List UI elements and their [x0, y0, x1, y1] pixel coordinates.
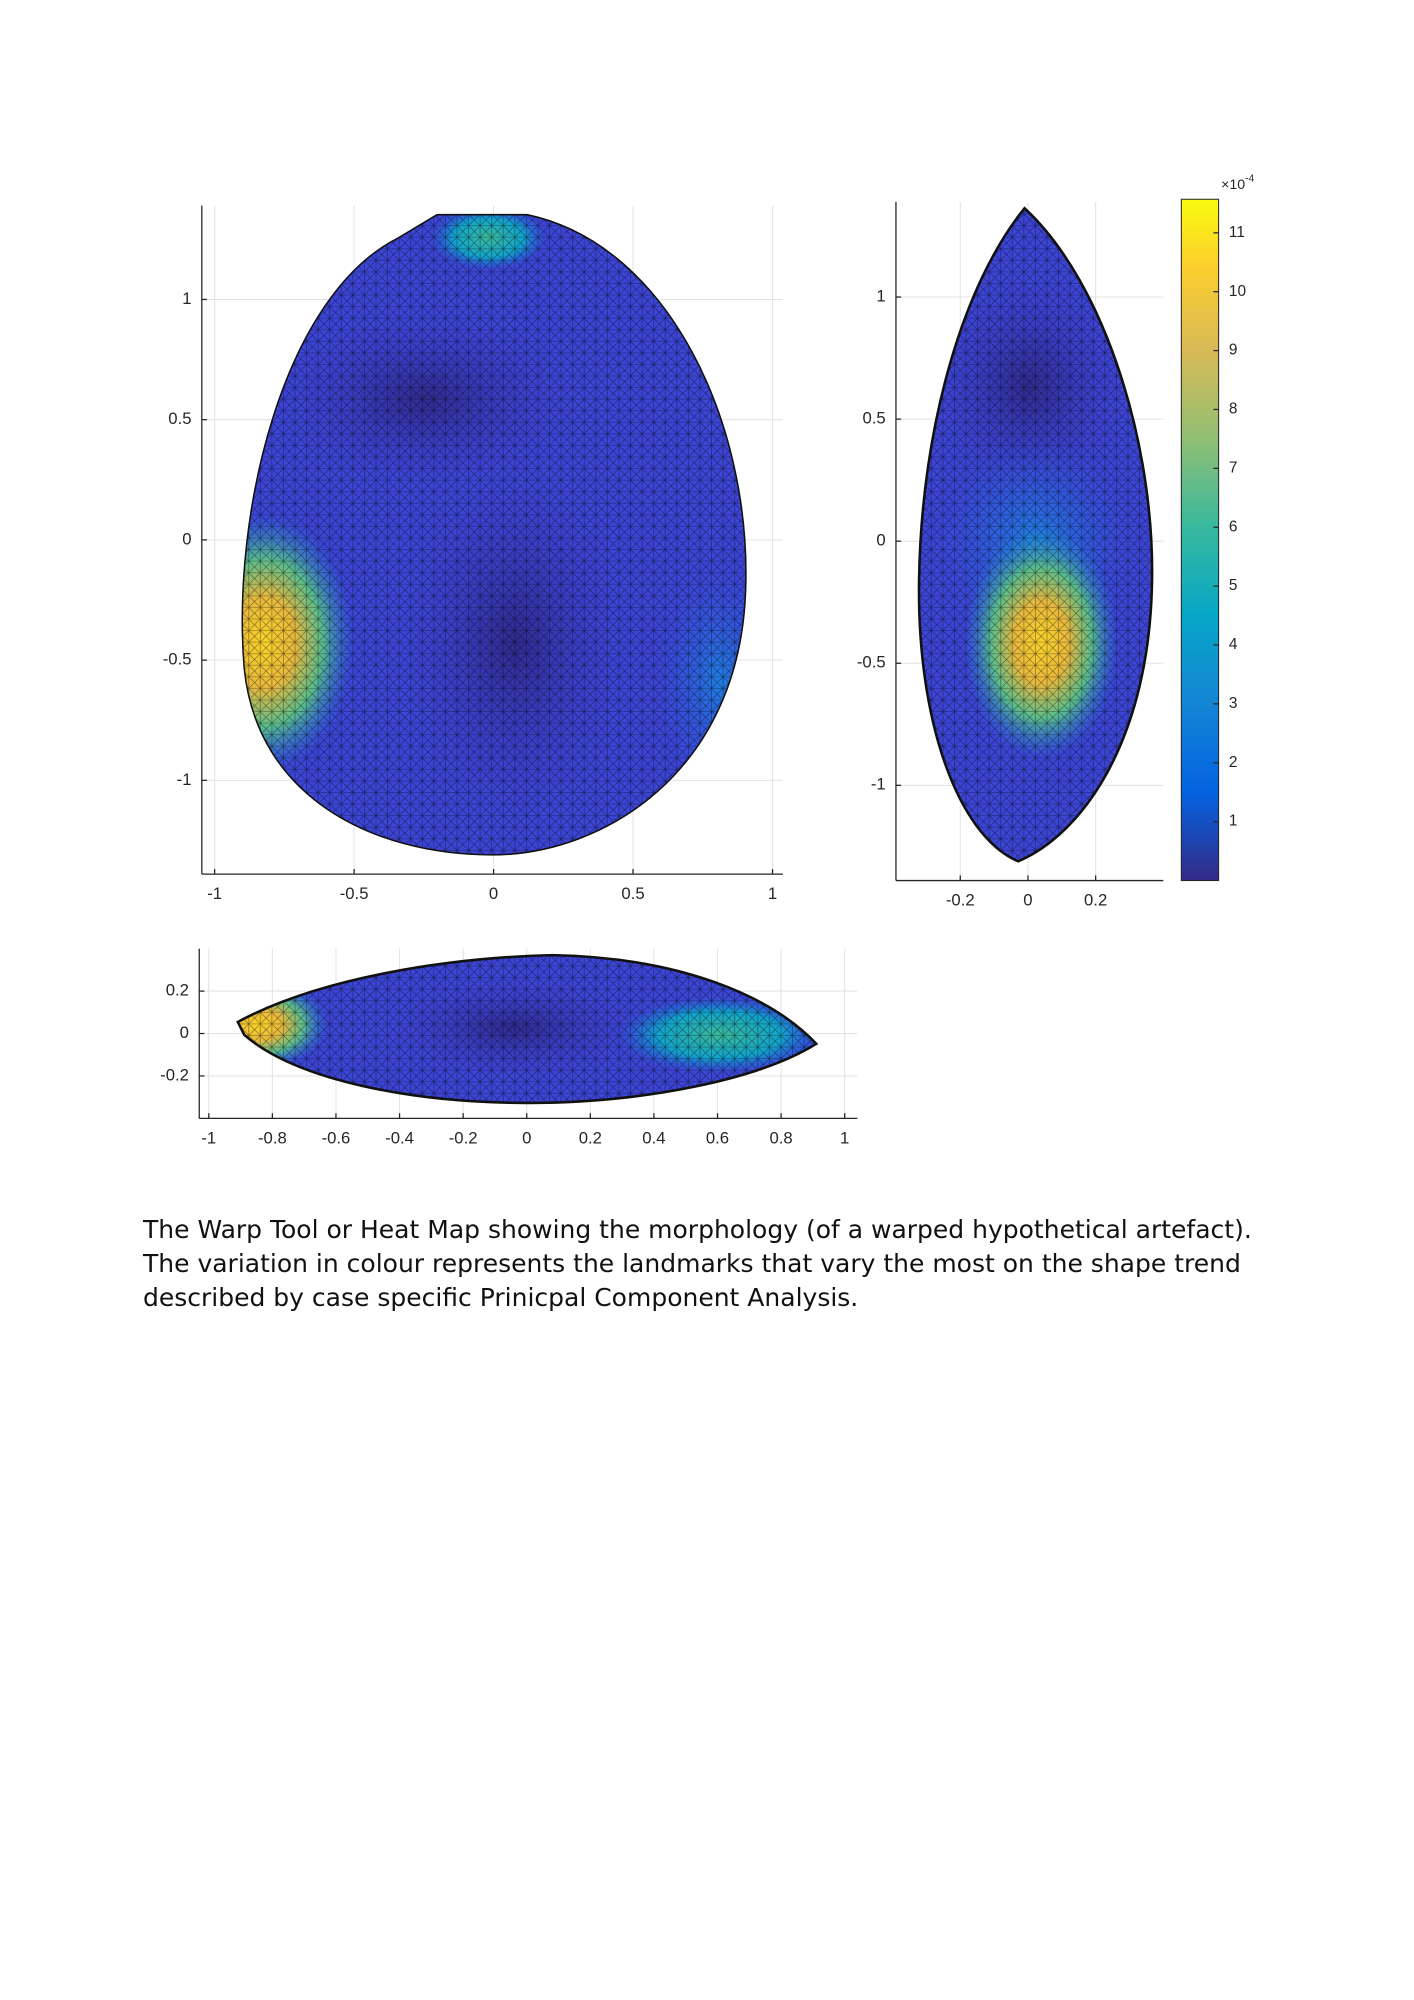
x-tick-label: -0.4	[385, 1128, 414, 1147]
x-tick-label: 0.2	[1084, 891, 1107, 910]
caption-line: The variation in colour represents the l…	[143, 1249, 1241, 1278]
x-tick-label: 0.2	[579, 1128, 602, 1147]
x-tick-label: 1	[768, 884, 777, 903]
colorbar-tick-label: 4	[1229, 636, 1238, 653]
x-tick-label: -0.2	[449, 1128, 478, 1147]
mesh-lines	[242, 214, 746, 855]
y-tick-label: 1	[876, 286, 885, 305]
y-tick-label: -1	[177, 770, 192, 789]
mesh-lines	[918, 208, 1153, 862]
colorbar-tick-label: 8	[1229, 401, 1238, 418]
axes: -1 -0.5 0 0.5 1 -1 -0.5 0 0.5 1 -0.2 0 0.2 -1 -0.5 0 0.5…	[160, 201, 1246, 1147]
y-tick-label: -0.2	[160, 1065, 189, 1084]
colorbar-tick-label: 1	[1229, 813, 1238, 830]
colorbar-tick-label: 9	[1229, 342, 1238, 359]
x-tick-label: -0.5	[340, 884, 369, 903]
mesh-outline	[241, 213, 747, 856]
colorbar-tick-label: 2	[1229, 754, 1238, 771]
y-tick-label: 0.5	[862, 409, 885, 428]
y-tick-label: 0	[182, 529, 191, 548]
y-tick-label: 0.5	[168, 409, 191, 428]
x-tick-label: 1	[840, 1128, 849, 1147]
colorbar-tick-label: 10	[1229, 283, 1246, 300]
x-tick-label: 0.6	[706, 1128, 729, 1147]
colorbar-tick-label: 7	[1229, 459, 1238, 476]
x-tick-label: -1	[201, 1128, 216, 1147]
mesh-outline	[917, 206, 1154, 863]
x-tick-label: -0.2	[946, 891, 975, 910]
y-tick-label: -0.5	[857, 653, 886, 672]
mesh-lines	[237, 955, 817, 1103]
y-tick-label: 0.2	[166, 981, 189, 1000]
multiplier-exponent: -4	[1245, 173, 1254, 184]
x-tick-label: 0.8	[769, 1128, 792, 1147]
x-tick-label: -0.6	[322, 1128, 351, 1147]
y-tick-label: 1	[182, 289, 191, 308]
x-tick-label: 0.4	[642, 1128, 665, 1147]
caption-line: described by case specific Prinicpal Com…	[143, 1283, 859, 1312]
colorbar-tick-label: 5	[1229, 577, 1238, 594]
mesh-side-view	[918, 208, 1153, 862]
y-tick-label: -0.5	[163, 650, 192, 669]
x-tick-label: -1	[207, 884, 222, 903]
y-tick-label: 0	[876, 531, 885, 550]
colorbar	[1180, 198, 1220, 882]
colorbar-tick-label: 11	[1229, 224, 1245, 241]
y-tick-label: 0	[180, 1023, 189, 1042]
x-tick-label: -0.8	[258, 1128, 287, 1147]
multiplier-base: ×10	[1221, 176, 1245, 192]
x-tick-label: 0.5	[621, 884, 644, 903]
x-tick-label: 0	[489, 884, 498, 903]
colorbar-tick-label: 3	[1229, 695, 1238, 712]
caption: The Warp Tool or Heat Map showing the mo…	[143, 1213, 1252, 1315]
figure: ×10-4 -1 -0.5 0 0.5 1 -1 -0.5 0 0.5 1 -0.2 0 0.2 -1 -0…	[160, 173, 1254, 1147]
mesh-top-view	[242, 214, 746, 855]
y-tick-label: -1	[871, 775, 886, 794]
x-tick-label: 0	[522, 1128, 531, 1147]
colorbar-multiplier: ×10-4	[1221, 173, 1254, 191]
x-tick-label: 0	[1023, 891, 1032, 910]
mesh-outline	[236, 953, 819, 1105]
mesh-end-view	[237, 955, 817, 1103]
colorbar-tick-label: 6	[1229, 518, 1238, 535]
caption-line: The Warp Tool or Heat Map showing the mo…	[143, 1215, 1252, 1244]
